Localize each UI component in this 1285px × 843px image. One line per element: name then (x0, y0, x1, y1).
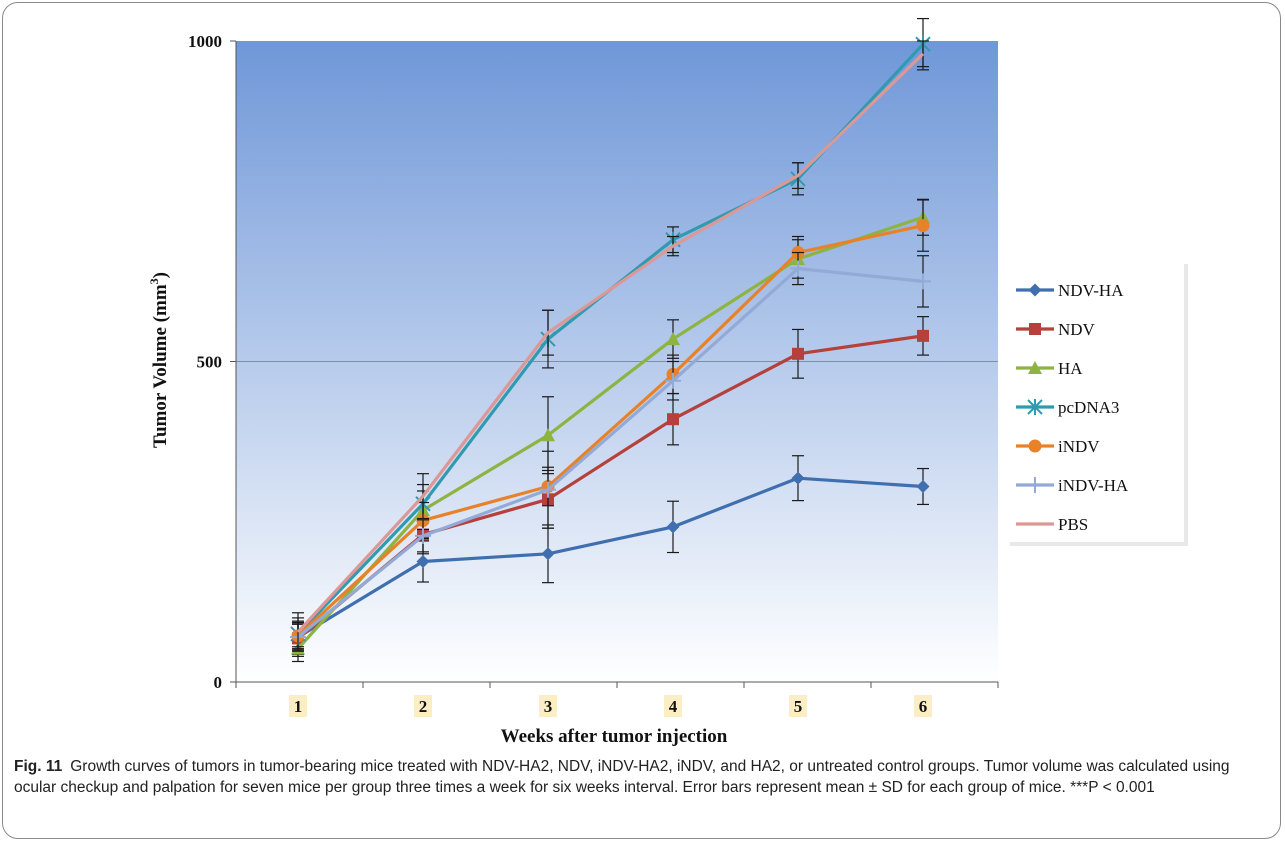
series-line (296, 224, 924, 638)
series-pbs (292, 40, 929, 652)
x-tick-label-bg (539, 695, 557, 717)
y-axis-title-end: ) (150, 272, 171, 278)
data-point (917, 329, 929, 342)
data-point (541, 428, 555, 442)
x-tick-label: 6 (919, 697, 928, 716)
y-axis-title: Tumor Volume (mm3) (147, 272, 171, 448)
y-tick-label: 1000 (188, 32, 222, 51)
legend-item: NDV-HA (1016, 281, 1124, 300)
legend-label: PBS (1058, 515, 1088, 534)
x-tick-label-bg (789, 695, 807, 717)
x-tick-label: 4 (669, 697, 678, 716)
series-line (297, 476, 924, 639)
data-point (792, 347, 804, 360)
data-point (541, 547, 555, 561)
data-point (665, 372, 681, 389)
legend-item: NDV (1016, 320, 1096, 339)
data-point (666, 332, 680, 346)
data-point (790, 260, 806, 277)
x-tick-label: 3 (544, 697, 553, 716)
legend-item: PBS (1016, 515, 1088, 534)
legend-marker (1027, 399, 1043, 415)
series-line (296, 266, 924, 639)
y-axis-title-sup: 3 (147, 278, 161, 284)
data-point (667, 413, 679, 426)
legend-label: NDV (1058, 320, 1096, 339)
data-point (416, 554, 430, 568)
data-point (916, 219, 930, 233)
legend-label: iNDV (1058, 437, 1100, 456)
data-point (791, 471, 805, 485)
legend-item: iNDV (1016, 437, 1100, 456)
legend-item: pcDNA3 (1016, 398, 1119, 417)
x-tick-label-bg (414, 695, 432, 717)
axes (230, 40, 999, 688)
x-axis-title: Weeks after tumor injection (501, 726, 728, 747)
legend-label: iNDV-HA (1058, 476, 1129, 495)
figure-caption-text: Growth curves of tumors in tumor-bearing… (14, 758, 1230, 796)
x-tick-label: 2 (419, 697, 428, 716)
data-point (415, 527, 431, 544)
y-tick-labels: 0 500 1000 (188, 32, 222, 692)
legend-marker (1028, 283, 1042, 297)
y-axis-title-main: Tumor Volume (mm (150, 284, 171, 448)
x-tick-label-bg (664, 695, 682, 717)
legend-item: iNDV-HA (1016, 476, 1129, 495)
legend-label: NDV-HA (1058, 281, 1124, 300)
legend-marker (1028, 439, 1042, 453)
legend-item: HA (1016, 359, 1083, 378)
data-point (916, 479, 930, 493)
figure-caption: Fig. 11 Growth curves of tumors in tumor-… (14, 756, 1269, 798)
x-tick-labels: 1 2 3 4 5 6 (289, 695, 932, 717)
series-indv-ha (290, 251, 931, 651)
data-point (540, 481, 556, 498)
x-tick-label: 5 (794, 697, 803, 716)
legend-label: HA (1058, 359, 1083, 378)
series-line (296, 215, 924, 650)
x-tick-label-bg (289, 695, 307, 717)
series-layer (290, 17, 931, 663)
figure-label: Fig. 11 (14, 758, 63, 775)
y-tick-label: 500 (197, 353, 223, 372)
legend-marker (1028, 361, 1042, 374)
data-point (915, 273, 931, 290)
legend-marker (1029, 323, 1041, 335)
y-tick-label: 0 (214, 673, 223, 692)
x-tick-label-bg (914, 695, 932, 717)
x-tick-label: 1 (294, 697, 303, 716)
data-point (666, 520, 680, 534)
legend: NDV-HA NDV HA pcDNA3 iNDV iNDV-HA PBS (1006, 260, 1188, 546)
series-line (296, 52, 925, 634)
legend-marker (1027, 477, 1043, 493)
legend-label: pcDNA3 (1058, 398, 1119, 417)
